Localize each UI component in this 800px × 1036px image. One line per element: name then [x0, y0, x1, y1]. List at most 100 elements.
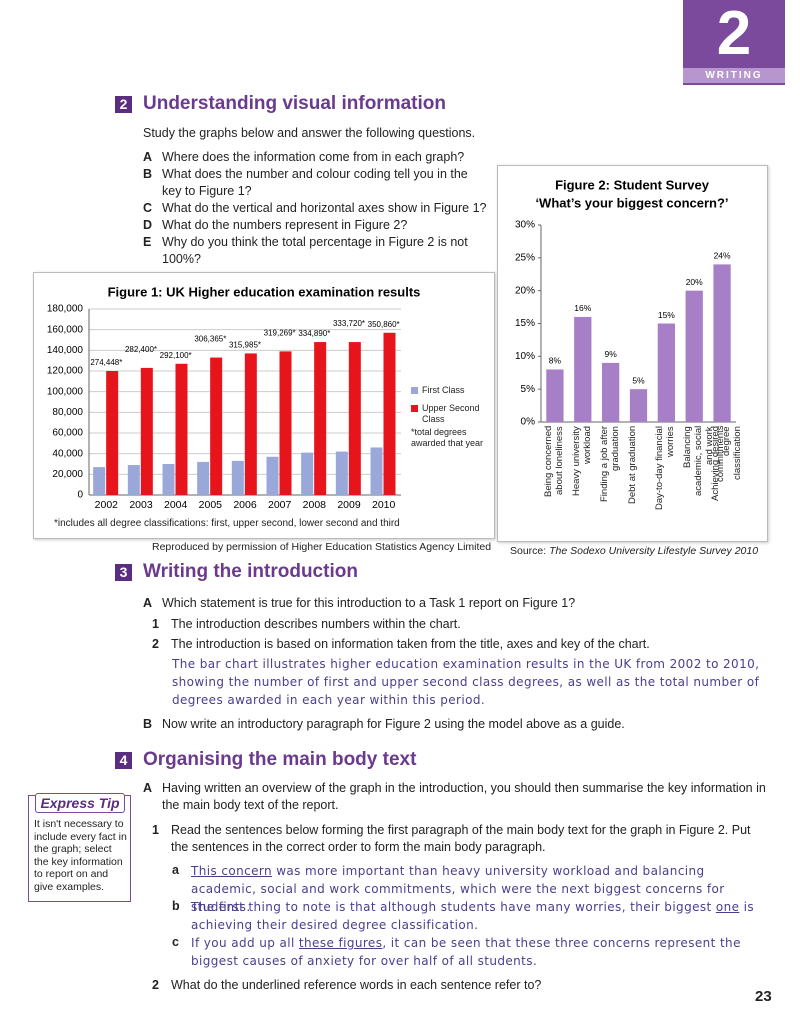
total-label: 319,269*: [264, 328, 296, 337]
x-tick-label: Heavy university workload: [570, 426, 593, 496]
legend-swatch: [411, 387, 418, 394]
value-label: 15%: [658, 310, 675, 320]
bar: [713, 264, 731, 422]
tip-title: Express Tip: [35, 793, 125, 813]
item-number: 1: [152, 823, 159, 837]
total-label: 306,365*: [194, 335, 226, 344]
y-tick-label: 100,000: [47, 386, 84, 397]
value-label: 24%: [714, 251, 731, 261]
reference-word: one: [715, 900, 740, 914]
question: A Where does the information come from in…: [143, 149, 488, 166]
y-tick-label: 60,000: [52, 428, 83, 439]
bar: [629, 389, 648, 422]
bar: [210, 357, 223, 495]
source-label: Source:: [510, 545, 547, 557]
sentence-text: , it can be seen that these three concer…: [191, 936, 741, 968]
chapter-number: 2: [716, 0, 752, 68]
bar: [546, 369, 564, 422]
bar: [657, 323, 675, 422]
item-letter: B: [143, 717, 153, 731]
item-text: The introduction is based on information…: [171, 637, 650, 651]
y-tick-label: 10%: [515, 351, 535, 362]
total-label: 334,890*: [298, 329, 330, 338]
x-tick-label: 2002: [95, 499, 119, 511]
tip-box: Express Tip It isn't necessary to includ…: [28, 793, 131, 902]
item-number: 2: [152, 978, 159, 992]
question-text: What does the number and colour coding t…: [162, 167, 468, 198]
section-number: 2: [115, 96, 132, 113]
source-title: The Sodexo University Lifestyle Survey: [549, 545, 732, 557]
question-letter: C: [143, 201, 153, 215]
question-text: What do the vertical and horizontal axes…: [162, 201, 487, 215]
bar: [106, 371, 119, 495]
figure-2: Figure 2: Student Survey ‘What’s your big…: [497, 165, 768, 542]
reference-word: This concern: [191, 864, 272, 878]
legend-swatch: [411, 405, 418, 412]
bar: [140, 367, 153, 495]
y-tick-label: 30%: [515, 220, 535, 231]
question-text: Why do you think the total percentage in…: [162, 235, 468, 266]
section-number: 3: [115, 564, 132, 581]
chapter-label: WRITING: [683, 68, 785, 83]
page-number: 23: [755, 988, 772, 1005]
legend-item: First Class: [411, 385, 491, 396]
total-label: 292,100*: [160, 351, 192, 360]
x-tick-label: Achieving desired degree classification: [710, 426, 744, 501]
question: D What do the numbers represent in Figure…: [143, 217, 488, 234]
x-tick-label: Balancing academic, social and work comm…: [682, 426, 727, 497]
item-text: Having written an overview of the graph …: [162, 781, 766, 812]
chart-title: Figure 1: UK Higher education examinatio…: [108, 284, 421, 299]
figure-1: Figure 1: UK Higher education examinatio…: [33, 272, 495, 539]
question-letter: A: [143, 150, 153, 164]
sentence-text: The first thing to note is that although…: [191, 900, 716, 914]
section-title: Writing the introduction: [143, 561, 358, 582]
source: Source: The Sodexo University Lifestyle …: [510, 545, 758, 557]
question-letter: B: [143, 167, 153, 181]
x-tick-label: 2010: [372, 499, 396, 511]
bar: [279, 351, 292, 495]
item-text: Which statement is true for this introdu…: [162, 596, 576, 610]
x-tick-label: 2007: [268, 499, 292, 511]
x-tick-label: Debt at graduation: [626, 426, 638, 505]
credit: Reproduced by permission of Higher Educa…: [152, 541, 492, 553]
bar: [348, 342, 361, 495]
item-letter: a: [172, 863, 179, 877]
y-tick-label: 160,000: [47, 324, 84, 335]
question: B What does the number and colour coding …: [143, 166, 488, 200]
bar: [383, 332, 396, 495]
legend-item: Upper Second Class: [411, 403, 491, 425]
legend-label: Upper Second Class: [422, 403, 480, 424]
total-label: 350,860*: [368, 320, 400, 329]
item-letter: A: [143, 596, 153, 610]
sentence-text: is achieving their desired degree classi…: [191, 900, 754, 932]
y-tick-label: 0%: [521, 417, 536, 428]
item-text: Now write an introductory paragraph for …: [162, 717, 625, 731]
x-tick-label: 2003: [129, 499, 153, 511]
section-title: Organising the main body text: [143, 749, 417, 770]
total-label: 333,720*: [333, 319, 365, 328]
item-letter: A: [143, 781, 153, 795]
y-tick-label: 140,000: [47, 345, 84, 356]
instruction: Study the graphs below and answer the fo…: [143, 126, 476, 140]
bar: [602, 362, 620, 422]
bar: [231, 460, 244, 495]
y-tick-label: 5%: [521, 384, 536, 395]
chart: Figure 2: Student Survey ‘What’s your big…: [515, 177, 736, 428]
bar: [93, 467, 106, 495]
sentence-text: was more important than heavy university…: [191, 864, 725, 914]
chart-subtitle: ‘What’s your biggest concern?’: [535, 195, 728, 210]
x-tick-label: 2008: [303, 499, 327, 511]
bar: [244, 353, 257, 495]
item-number: 2: [152, 637, 159, 651]
bar: [335, 451, 348, 495]
item-text: Read the sentences below forming the fir…: [171, 823, 751, 854]
total-label: 315,985*: [229, 341, 261, 350]
x-tick-label: Being concerned about loneliness: [542, 426, 565, 498]
question-text: Where does the information come from in …: [162, 150, 465, 164]
chart-title: Figure 2: Student Survey: [555, 177, 710, 192]
x-tick-label: 2004: [164, 499, 188, 511]
question-text: What do the numbers represent in Figure …: [162, 218, 408, 232]
legend-note: *total degrees awarded that year: [411, 427, 484, 448]
total-label: 274,448*: [90, 358, 122, 367]
reference-word: these figures: [298, 936, 383, 950]
